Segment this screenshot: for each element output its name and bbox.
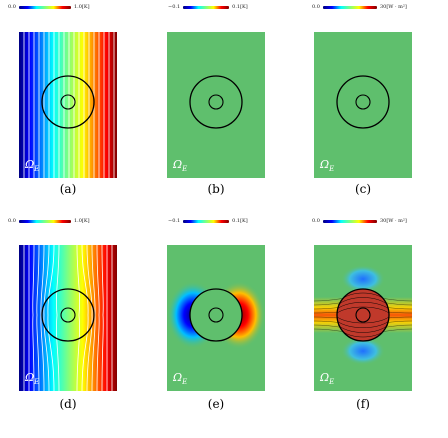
colorbar-c: 0.0 30 [W · m²] <box>312 2 407 12</box>
isotherms <box>23 245 113 391</box>
colorbar-unit: [K] <box>81 4 90 10</box>
colorbar-unit: [K] <box>81 218 90 224</box>
panel-c: ΩE <box>314 32 412 178</box>
colorbar-min: 0.0 <box>312 4 320 10</box>
panel-d: ΩE <box>19 245 117 391</box>
colorbar-b: −0.1 0.1 [K] <box>168 2 248 12</box>
omega-e-label: ΩE <box>320 370 335 386</box>
inner-ring <box>208 94 224 110</box>
colorbar-min: −0.1 <box>168 218 181 224</box>
colorbar-gradient <box>18 219 71 223</box>
temperature-field <box>19 245 117 391</box>
cloak-interior <box>190 289 242 341</box>
panel-f-plot <box>314 245 412 391</box>
omega-e-label: ΩE <box>320 157 335 173</box>
colorbar-unit: [W · m²] <box>386 218 407 224</box>
colorbar-min: 0.0 <box>8 218 16 224</box>
temperature-difference-field <box>167 32 265 178</box>
colorbar-gradient <box>322 219 377 223</box>
low-flux-bottom <box>341 337 385 365</box>
colorbar-min: 0.0 <box>312 218 320 224</box>
inner-ring <box>60 94 76 110</box>
colorbar-e: −0.1 0.1 [K] <box>168 216 248 226</box>
colorbar-unit: [K] <box>240 4 248 10</box>
outer-ring <box>189 75 243 129</box>
colorbar-d: 0.0 1.0 [K] <box>8 216 90 226</box>
outer-ring <box>189 288 243 342</box>
colorbar-unit: [K] <box>240 218 248 224</box>
caption-e: (e) <box>207 397 225 411</box>
panel-b-plot <box>167 32 265 178</box>
colorbar-max: 1.0 <box>73 218 82 224</box>
colorbar-max: 1.0 <box>73 4 82 10</box>
colorbar-gradient <box>183 219 230 223</box>
colorbar-max: 30 <box>379 4 387 10</box>
omega-e-label: ΩE <box>173 370 188 386</box>
outer-ring <box>336 288 390 342</box>
outer-ring <box>41 75 95 129</box>
colorbar-unit: [W · m²] <box>386 4 407 10</box>
omega-e-label: ΩE <box>173 157 188 173</box>
caption-a: (a) <box>59 182 77 196</box>
panel-d-plot <box>19 245 117 391</box>
colorbar-max: 30 <box>379 218 387 224</box>
inner-ring <box>355 94 371 110</box>
omega-e-label: ΩE <box>25 157 40 173</box>
inner-ring <box>208 307 224 323</box>
inner-ring <box>355 307 371 323</box>
colorbar-gradient <box>18 5 71 9</box>
panel-e: ΩE <box>167 245 265 391</box>
panel-a: ΩE <box>19 32 117 178</box>
panel-b: ΩE <box>167 32 265 178</box>
caption-b: (b) <box>207 182 225 196</box>
panel-c-plot <box>314 32 412 178</box>
colorbar-f: 0.0 30 [W · m²] <box>312 216 407 226</box>
colorbar-min: 0.0 <box>8 4 16 10</box>
low-flux-top <box>341 265 385 293</box>
omega-e-label: ΩE <box>25 370 40 386</box>
outer-ring <box>336 75 390 129</box>
colorbar-min: −0.1 <box>168 4 181 10</box>
colorbar-a: 0.0 1.0 [K] <box>8 2 90 12</box>
panel-a-plot <box>19 32 117 178</box>
caption-c: (c) <box>354 182 372 196</box>
outer-ring <box>41 288 95 342</box>
inner-ring <box>60 307 76 323</box>
panel-e-plot <box>167 245 265 391</box>
temperature-field <box>19 32 117 178</box>
heat-flux-field <box>314 32 412 178</box>
caption-f: (f) <box>356 397 370 411</box>
colorbar-max: 0.1 <box>232 4 241 10</box>
colorbar-gradient <box>322 5 377 9</box>
panel-f: ΩE <box>314 245 412 391</box>
colorbar-gradient <box>183 5 230 9</box>
colorbar-max: 0.1 <box>232 218 241 224</box>
caption-d: (d) <box>59 397 77 411</box>
